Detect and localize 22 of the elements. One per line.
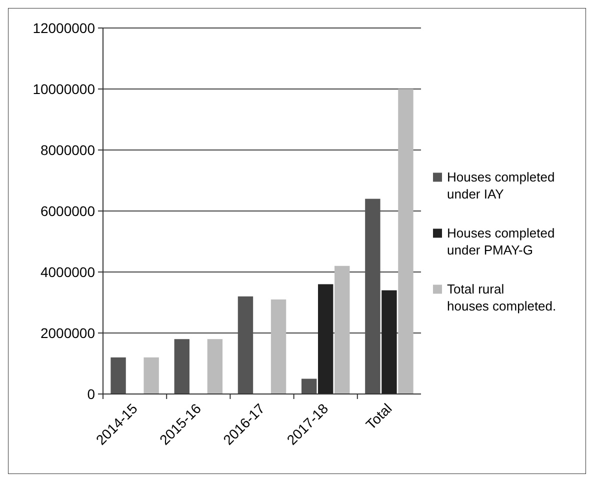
y-tick-label: 4000000 [40,264,96,280]
bar [270,299,286,394]
bar [207,339,223,394]
bar [174,339,190,394]
y-tick-label: 2000000 [40,324,96,341]
bar [382,290,397,394]
y-tick-label: 10000000 [32,80,96,97]
legend-label: Total rural houses completed. [447,282,556,314]
bar [398,89,414,394]
bar [110,357,126,394]
y-tick-label: 0 [87,386,96,402]
legend-label: Houses completed under IAY [447,170,555,202]
bar [318,284,334,394]
bar [301,378,317,394]
y-tick-label: 6000000 [40,202,96,219]
bar [334,266,350,394]
y-tick-label: 12000000 [32,20,96,36]
bar [365,198,380,394]
bar [144,357,159,394]
bar [238,296,254,394]
legend-label: Houses completed under PMAY-G [447,226,555,258]
y-tick-label: 8000000 [40,142,96,158]
